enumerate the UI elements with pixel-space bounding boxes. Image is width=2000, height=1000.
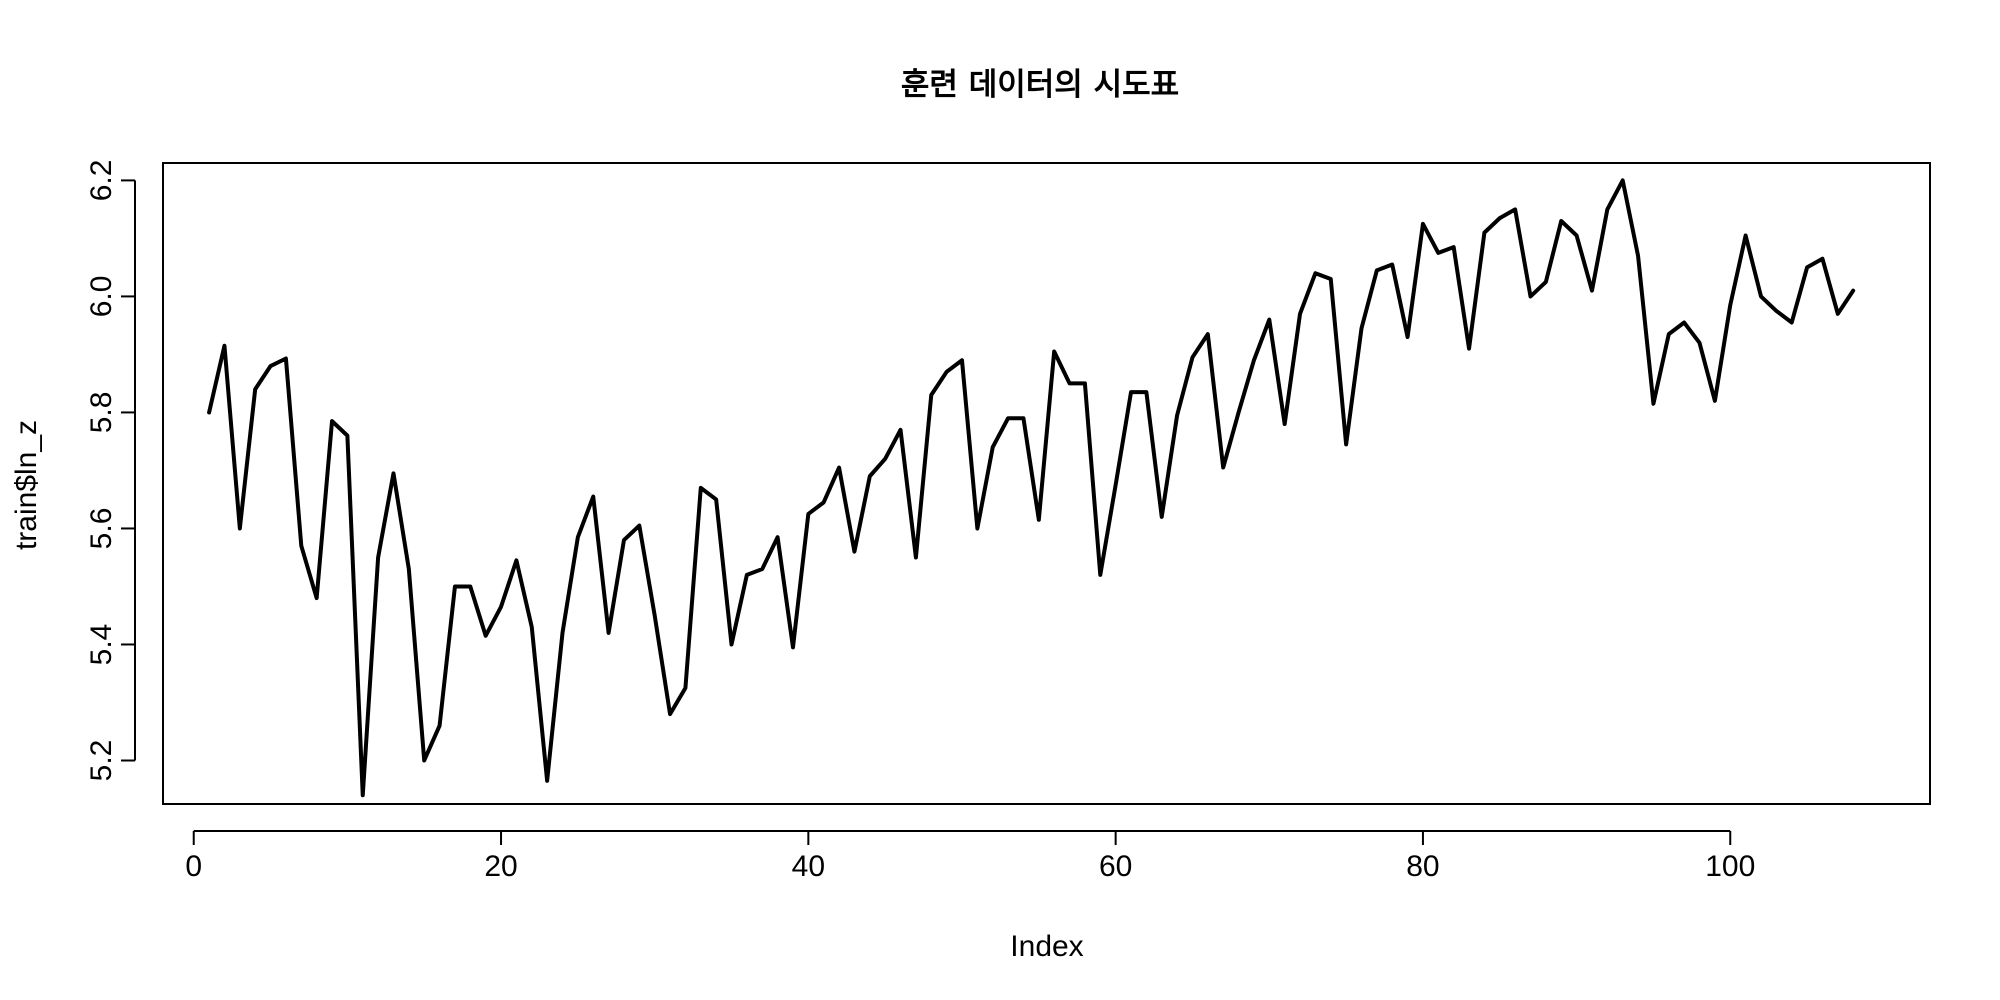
y-tick-label: 6.2 [85, 160, 118, 202]
x-axis: 0 20 40 60 80 100 [185, 830, 1755, 883]
series-line [207, 178, 1856, 798]
x-tick-label: 100 [1705, 850, 1755, 883]
x-tick-label: 20 [484, 850, 517, 883]
y-tick-label: 5.8 [85, 392, 118, 434]
x-tick-label: 80 [1406, 850, 1439, 883]
y-tick-label: 5.4 [85, 624, 118, 666]
y-tick-label: 5.2 [85, 740, 118, 782]
y-tick-label: 5.6 [85, 508, 118, 550]
chart-title: 훈련 데이터의 시도표 [901, 67, 1179, 103]
x-axis-label: Index [1010, 930, 1083, 963]
series-layer [207, 178, 1856, 798]
plot-frame [162, 162, 1931, 805]
x-tick-label: 0 [185, 850, 202, 883]
y-axis-label: train$ln_z [10, 420, 43, 550]
x-tick-label: 40 [792, 850, 825, 883]
x-tick-label: 60 [1099, 850, 1132, 883]
y-axis: 5.2 5.4 5.6 5.8 6.0 6.2 [85, 160, 136, 782]
y-tick-label: 6.0 [85, 276, 118, 318]
